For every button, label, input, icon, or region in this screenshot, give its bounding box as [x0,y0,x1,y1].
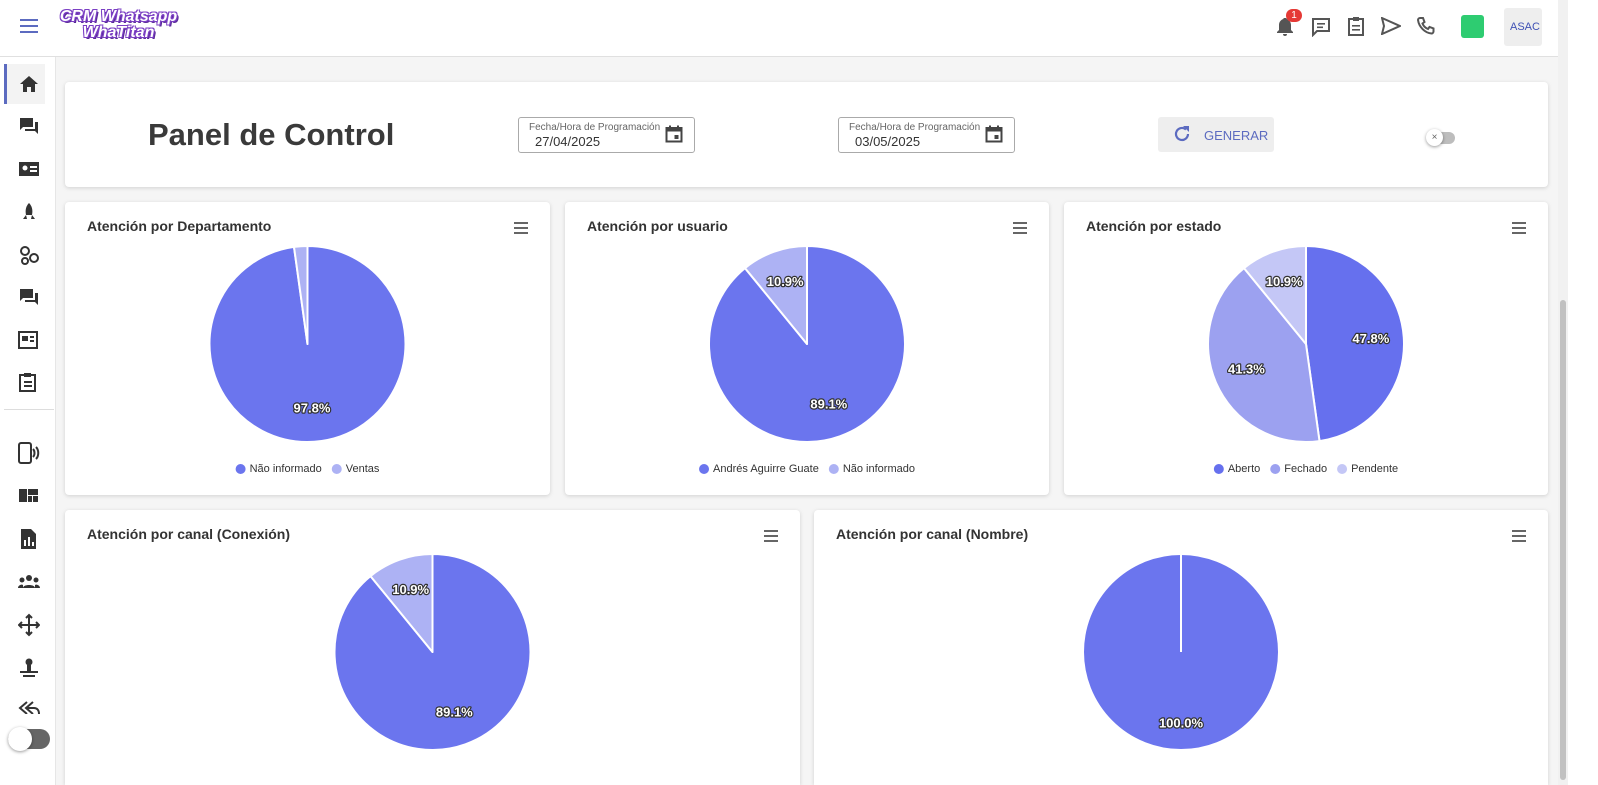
notifications[interactable] [1275,16,1295,38]
logo-text: WhaTitan [82,24,155,41]
notification-badge: 1 [1286,9,1302,22]
legend-swatch [235,464,246,474]
pie-slice [744,245,808,345]
legend: Aberto Fechado Pendente [1213,463,1398,475]
field-value: 03/05/2025 [855,134,921,149]
pie-chart: 89.1% 10.9% Andrés Aguirre Guate Não inform… [699,245,915,475]
legend-swatch [699,464,710,474]
data-label: 100.0% [1159,715,1204,730]
legend-swatch [828,464,839,474]
pie-slice [1243,245,1307,345]
data-label: 89.1% [810,397,847,412]
pie-slice [1305,245,1405,443]
chart-menu[interactable] [1512,530,1526,545]
refresh-icon [1174,126,1190,142]
button-label: GENERAR [1204,128,1269,143]
date-field[interactable]: Fecha/Hora de Programación 27/04/2025 [518,117,695,153]
pie-slice [292,245,309,345]
legend: Não informado Ventas [235,463,380,475]
menu-button[interactable] [20,18,38,34]
pie-chart: 97.8% Não informado Ventas [208,245,407,475]
legend-label: Pendente [1351,463,1398,475]
legend-label: Não informado [843,463,915,475]
pie-slice [1207,267,1321,443]
scrollbar-thumb[interactable] [1560,300,1566,780]
logo-text: CRM Whatsapp [59,8,178,25]
chart-title: Atención por estado [1086,218,1222,234]
pie-slice [369,553,434,653]
legend-label: Andrés Aguirre Guate [713,463,819,475]
field-value: 27/04/2025 [535,134,601,149]
sidebar [0,57,56,785]
legend-swatch [1337,464,1348,474]
chart-card: Atención por estado 47.8% 41.3% 10.9% Aberto… [1064,202,1548,495]
calendar-icon[interactable] [985,125,1003,143]
pie-chart: 100.0% [1082,553,1280,751]
chart-title: Atención por canal (Conexión) [87,526,291,542]
chart-card: Atención por usuario 89.1% 10.9% Andrés Agu… [565,202,1049,495]
chat-icon[interactable] [1311,17,1331,37]
generate-button[interactable]: GENERAR [1158,117,1274,152]
chart-menu[interactable] [514,222,528,237]
pie-chart: 89.1% 10.9% [333,553,532,751]
data-label: 47.8% [1352,331,1389,346]
data-label: 97.8% [294,400,331,415]
legend-swatch [331,464,342,474]
theme-toggle-knob[interactable] [8,727,32,751]
divider [4,409,54,410]
whatsapp-status[interactable] [1461,15,1484,38]
chart-menu[interactable] [1512,222,1526,237]
data-label: 89.1% [436,705,473,720]
chart-title: Atención por canal (Nombre) [836,526,1029,542]
date-field[interactable]: Fecha/Hora de Programación 03/05/2025 [838,117,1015,153]
field-label: Fecha/Hora de Programación [529,122,661,133]
chart-title: Atención por usuario [587,218,728,234]
chart-card: Atención por canal (Nombre) 100.0% [814,510,1548,785]
scrollbar[interactable] [1558,0,1568,785]
toggle-knob[interactable]: × [1426,129,1443,146]
data-label: 10.9% [767,274,804,289]
avatar[interactable]: ASAC [1504,8,1542,46]
field-label: Fecha/Hora de Programación [849,122,981,133]
legend-label: Não informado [250,463,322,475]
active-indicator [4,64,7,104]
logo[interactable]: CRM Whatsapp WhaTitan [56,9,181,41]
pie-chart: 47.8% 41.3% 10.9% Aberto Fechado Pendente [1207,245,1405,475]
top-bar: CRM Whatsapp WhaTitan 1 ASAC [0,0,1568,57]
send-icon[interactable] [1381,17,1401,35]
tasks-icon[interactable] [1347,16,1365,36]
legend-swatch [1270,464,1281,474]
chart-card: Atención por canal (Conexión) 89.1% 10.9% [65,510,800,785]
chart-menu[interactable] [1013,222,1027,237]
data-label: 41.3% [1228,361,1265,376]
legend-label: Aberto [1228,463,1260,475]
filter-panel: Panel de Control Fecha/Hora de Programac… [65,82,1548,187]
calendar-icon[interactable] [665,125,683,143]
legend-label: Ventas [346,463,380,475]
legend-label: Fechado [1284,463,1327,475]
panel-title: Panel de Control [148,117,395,152]
legend: Andrés Aguirre Guate Não informado [699,463,915,475]
chart-menu[interactable] [764,530,778,545]
sidebar-icons[interactable] [18,74,40,714]
data-label: 10.9% [1266,274,1303,289]
legend-swatch [1213,464,1224,474]
chart-title: Atención por Departamento [87,218,272,234]
call-icon[interactable] [1416,16,1436,36]
data-label: 10.9% [392,582,429,597]
chart-card: Atención por Departamento 97.8% Não inform… [65,202,550,495]
